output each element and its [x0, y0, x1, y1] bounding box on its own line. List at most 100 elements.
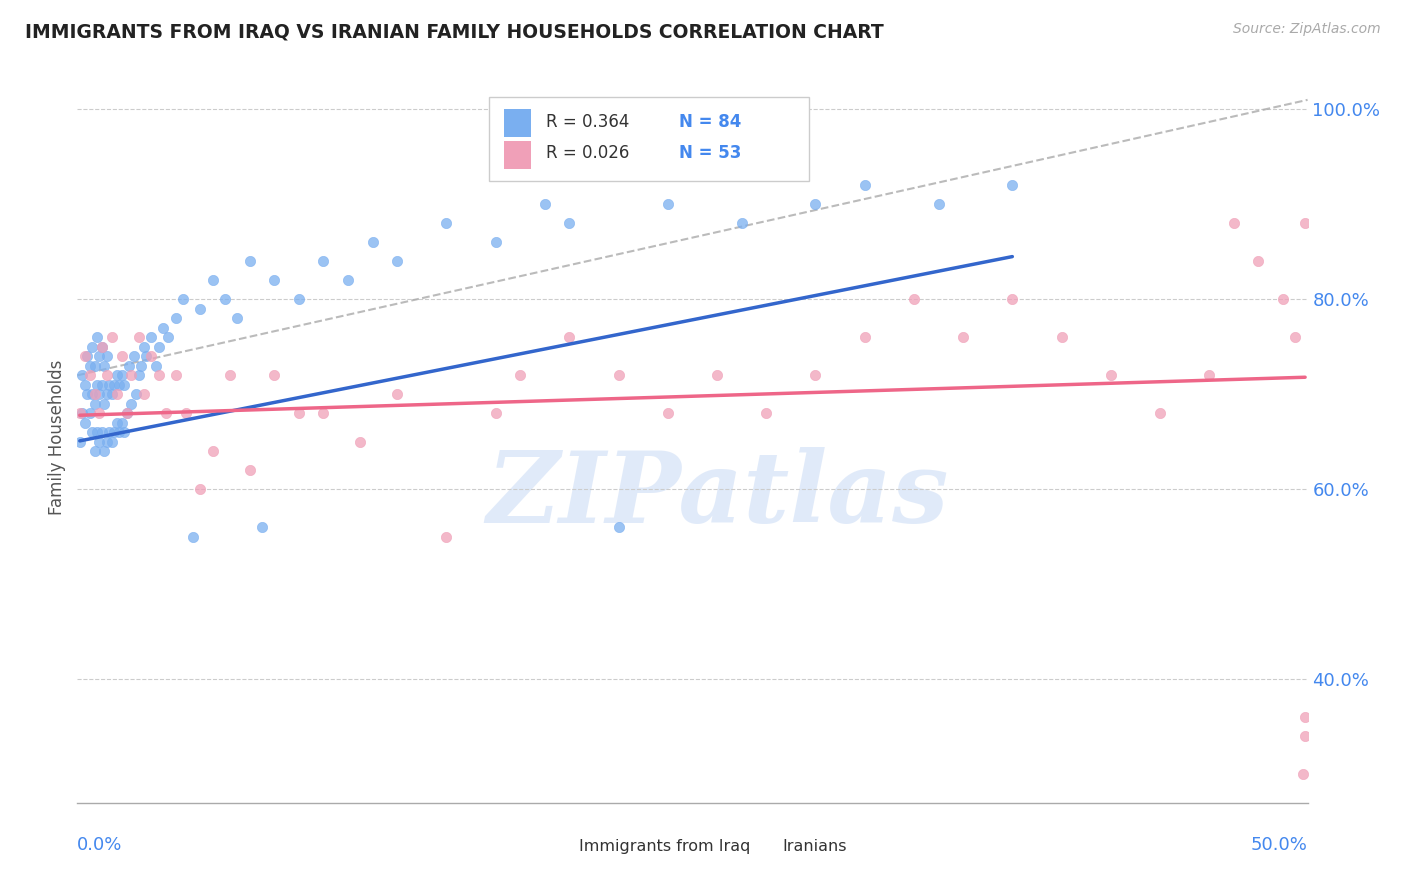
Point — [105, 387, 128, 401]
Point — [111, 416, 132, 430]
Point — [485, 406, 508, 420]
Point — [312, 406, 335, 420]
Point — [89, 349, 111, 363]
Point — [90, 340, 114, 354]
Text: Immigrants from Iraq: Immigrants from Iraq — [579, 839, 751, 855]
Point — [188, 301, 212, 316]
Point — [148, 368, 170, 383]
FancyBboxPatch shape — [489, 97, 810, 181]
Text: ZIPatlas: ZIPatlas — [486, 448, 948, 544]
Point — [82, 340, 104, 354]
Point — [90, 340, 114, 354]
Point — [1149, 406, 1171, 420]
Point — [558, 216, 581, 230]
Point — [111, 349, 132, 363]
Point — [86, 330, 108, 344]
Point — [93, 359, 115, 373]
Point — [73, 377, 96, 392]
Point — [121, 397, 143, 411]
Point — [952, 330, 974, 344]
Point — [607, 520, 630, 534]
Point — [239, 254, 262, 268]
Point — [1294, 710, 1316, 724]
Y-axis label: Family Households: Family Households — [48, 359, 66, 515]
Point — [1284, 330, 1306, 344]
Point — [385, 387, 409, 401]
Point — [129, 359, 153, 373]
Point — [853, 178, 876, 193]
Point — [73, 349, 96, 363]
Point — [82, 425, 104, 440]
Point — [263, 368, 285, 383]
Point — [250, 520, 273, 534]
Point — [96, 349, 118, 363]
Point — [103, 377, 125, 392]
Point — [83, 397, 105, 411]
Point — [1272, 293, 1295, 307]
Point — [288, 293, 311, 307]
Point — [70, 368, 93, 383]
Text: Source: ZipAtlas.com: Source: ZipAtlas.com — [1233, 22, 1381, 37]
Point — [657, 197, 679, 211]
Point — [436, 216, 458, 230]
Point — [93, 397, 115, 411]
Point — [1050, 330, 1073, 344]
Point — [436, 530, 458, 544]
Point — [201, 444, 224, 458]
Point — [79, 368, 101, 383]
Text: R = 0.026: R = 0.026 — [546, 145, 630, 162]
Point — [101, 330, 124, 344]
Point — [152, 321, 174, 335]
Point — [174, 406, 197, 420]
Point — [755, 406, 778, 420]
Point — [657, 406, 679, 420]
Point — [226, 311, 249, 326]
Text: 0.0%: 0.0% — [77, 836, 122, 854]
Point — [804, 368, 827, 383]
Point — [172, 293, 194, 307]
Point — [349, 434, 371, 449]
Point — [105, 368, 128, 383]
Point — [1292, 767, 1315, 781]
Point — [385, 254, 409, 268]
Point — [103, 425, 125, 440]
Point — [112, 425, 135, 440]
FancyBboxPatch shape — [748, 836, 775, 858]
Point — [1001, 178, 1024, 193]
Point — [93, 444, 115, 458]
Point — [111, 368, 132, 383]
FancyBboxPatch shape — [505, 110, 531, 137]
Point — [86, 425, 108, 440]
FancyBboxPatch shape — [505, 141, 531, 169]
Point — [239, 463, 262, 477]
Point — [112, 377, 135, 392]
Point — [509, 368, 531, 383]
Point — [89, 406, 111, 420]
Point — [804, 197, 827, 211]
Point — [115, 406, 138, 420]
Text: Iranians: Iranians — [782, 839, 846, 855]
Point — [706, 368, 728, 383]
Point — [361, 235, 384, 250]
Text: 50.0%: 50.0% — [1251, 836, 1308, 854]
Point — [132, 387, 155, 401]
Point — [141, 330, 163, 344]
Point — [69, 434, 91, 449]
Point — [83, 444, 105, 458]
Point — [145, 359, 167, 373]
Point — [101, 387, 124, 401]
Point — [69, 406, 91, 420]
Point — [86, 377, 108, 392]
Point — [122, 349, 145, 363]
Point — [76, 387, 98, 401]
Point — [89, 387, 111, 401]
Point — [263, 273, 285, 287]
Point — [157, 330, 180, 344]
Point — [73, 416, 96, 430]
Point — [188, 483, 212, 497]
Point — [165, 368, 187, 383]
Point — [165, 311, 187, 326]
Point — [90, 377, 114, 392]
Point — [98, 377, 121, 392]
Point — [90, 425, 114, 440]
